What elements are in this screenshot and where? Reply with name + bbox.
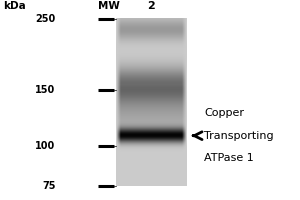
Text: 250: 250	[35, 14, 56, 24]
Text: MW: MW	[98, 1, 120, 11]
Text: kDa: kDa	[3, 1, 26, 11]
Text: Transporting: Transporting	[204, 131, 274, 141]
Text: 75: 75	[42, 181, 56, 191]
Text: 150: 150	[35, 85, 56, 95]
Text: 2: 2	[147, 1, 154, 11]
Text: Copper: Copper	[204, 108, 244, 118]
Text: ATPase 1: ATPase 1	[204, 153, 254, 163]
Text: 100: 100	[35, 141, 56, 151]
